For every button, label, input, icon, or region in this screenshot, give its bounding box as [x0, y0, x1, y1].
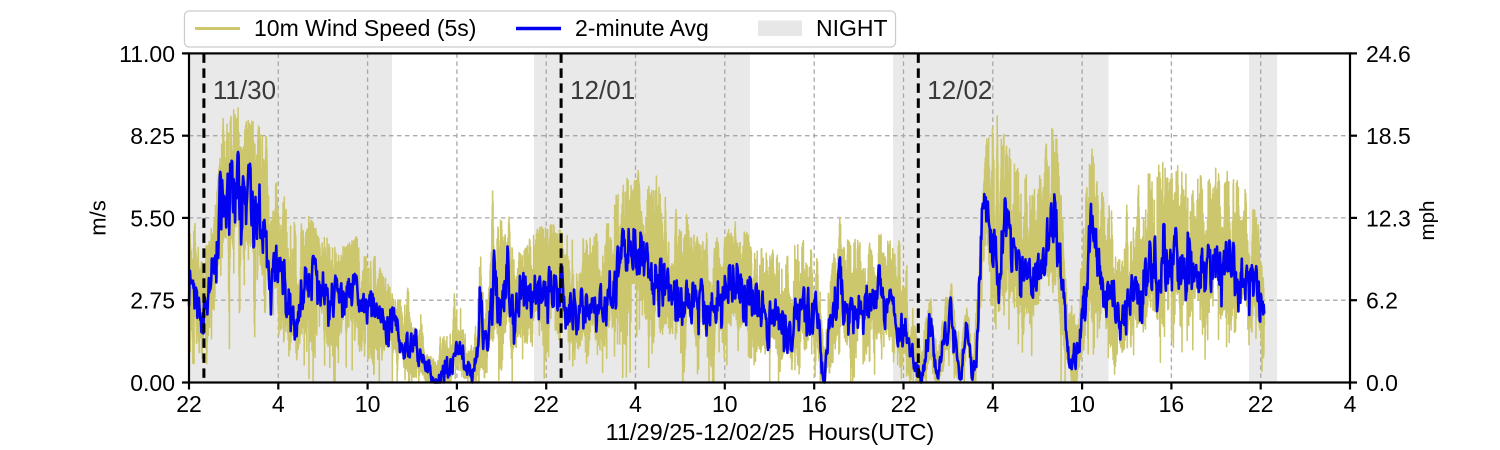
- svg-text:22: 22: [1248, 391, 1274, 417]
- svg-text:22: 22: [533, 391, 559, 417]
- svg-text:8.25: 8.25: [130, 123, 175, 149]
- svg-text:12/01: 12/01: [570, 75, 635, 105]
- svg-text:4: 4: [272, 391, 285, 417]
- svg-text:16: 16: [1159, 391, 1185, 417]
- svg-text:5.50: 5.50: [130, 205, 175, 231]
- svg-text:10: 10: [355, 391, 381, 417]
- svg-text:0.00: 0.00: [130, 370, 175, 396]
- svg-text:4: 4: [986, 391, 999, 417]
- svg-text:11/30: 11/30: [213, 75, 276, 105]
- svg-text:4: 4: [629, 391, 642, 417]
- svg-text:11.00: 11.00: [119, 41, 175, 67]
- svg-text:6.2: 6.2: [1366, 288, 1398, 314]
- svg-text:m/s: m/s: [86, 200, 111, 235]
- svg-text:12/02: 12/02: [927, 75, 992, 105]
- svg-text:2-minute Avg: 2-minute Avg: [575, 15, 709, 41]
- svg-text:24.6: 24.6: [1366, 41, 1411, 67]
- svg-text:22: 22: [891, 391, 917, 417]
- svg-text:18.5: 18.5: [1366, 123, 1411, 149]
- svg-text:22: 22: [176, 391, 202, 417]
- svg-text:0.0: 0.0: [1366, 370, 1398, 396]
- svg-text:16: 16: [444, 391, 470, 417]
- svg-text:11/29/25-12/02/25 Hours(UTC): 11/29/25-12/02/25 Hours(UTC): [606, 419, 935, 445]
- svg-text:NIGHT: NIGHT: [816, 15, 888, 41]
- svg-text:10: 10: [1069, 391, 1095, 417]
- svg-text:2.75: 2.75: [130, 288, 175, 314]
- svg-text:10: 10: [712, 391, 738, 417]
- svg-text:10m Wind Speed (5s): 10m Wind Speed (5s): [254, 15, 476, 41]
- svg-text:16: 16: [801, 391, 827, 417]
- svg-text:mph: mph: [1416, 201, 1439, 241]
- svg-text:4: 4: [1344, 391, 1357, 417]
- svg-text:12.3: 12.3: [1366, 205, 1411, 231]
